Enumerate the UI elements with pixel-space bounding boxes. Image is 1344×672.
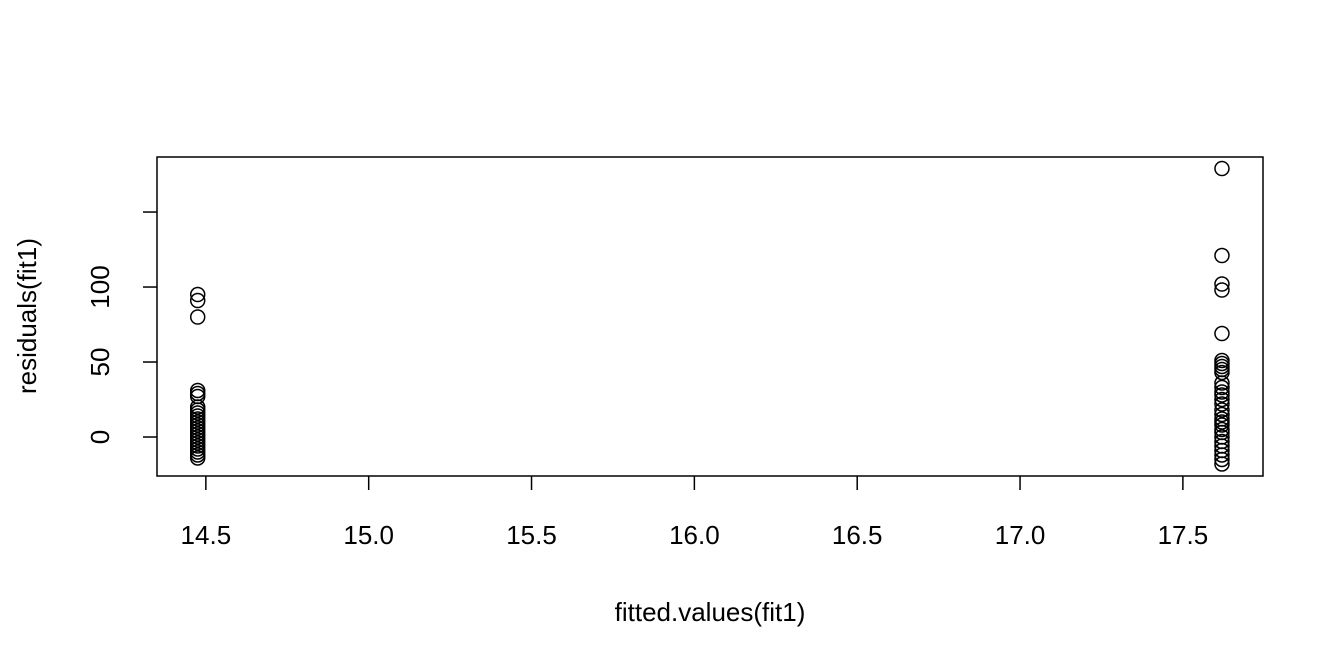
point [189,450,206,466]
point [1214,375,1230,391]
x-axis-label: fitted.values(fit1) [615,597,806,627]
y-axis-label: residuals(fit1) [12,238,42,394]
point [1214,406,1230,423]
x-tick-label: 15.5 [506,520,557,550]
point [1214,456,1230,472]
point [189,309,206,325]
x-tick-label: 16.0 [669,520,720,550]
point [1214,379,1230,396]
x-tick-label: 16.5 [832,520,883,550]
x-tick-label: 17.5 [1158,520,1209,550]
point [1214,447,1230,463]
point [1214,391,1230,408]
point [1214,417,1230,433]
point [189,286,206,303]
point [189,385,206,402]
x-tick-label: 15.0 [343,520,394,550]
plot-frame [156,156,1264,477]
y-tick-label: 100 [85,265,115,308]
y-tick-label: 50 [85,348,115,377]
point [1214,396,1230,412]
point [1214,160,1230,177]
point [1214,276,1230,292]
point [1214,282,1230,298]
point [189,292,206,309]
point [1214,325,1230,342]
y-tick-label: 0 [85,430,115,444]
point [1214,402,1230,418]
x-tick-label: 17.0 [995,520,1046,550]
point [1214,364,1230,381]
point [1214,451,1230,468]
x-tick-label: 14.5 [181,520,232,550]
point [1214,387,1230,403]
point [1214,247,1230,264]
